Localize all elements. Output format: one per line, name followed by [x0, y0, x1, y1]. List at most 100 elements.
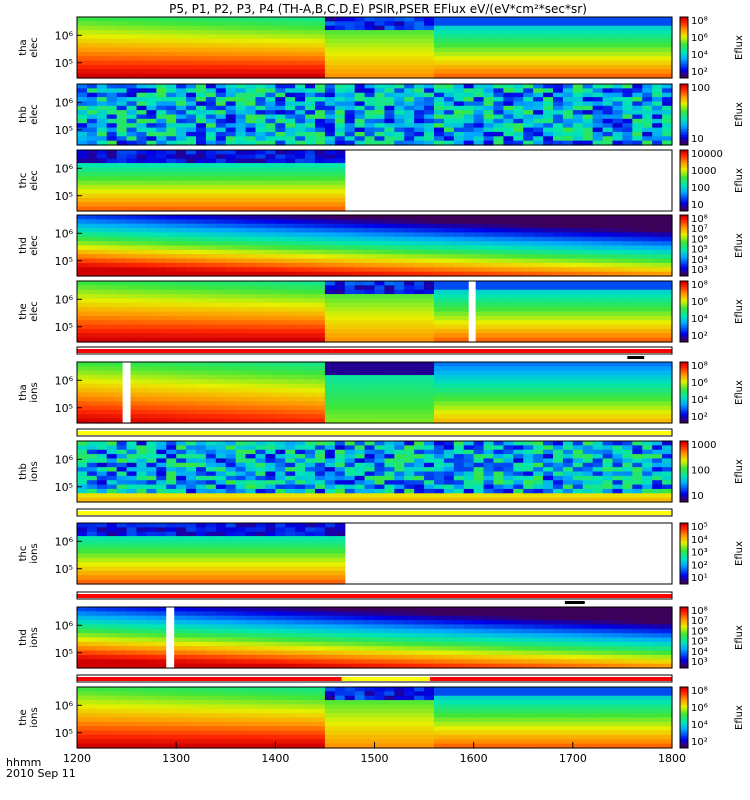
panel-thc-ions-image [77, 523, 346, 585]
x-tick-label: 1200 [63, 752, 91, 765]
panel-thc-elec: 10⁶ 10⁵ thc elec 10000 1000 100 10 Eflux [18, 149, 745, 212]
panel-thc-elec-frame [76, 149, 673, 212]
panel-tha-ions-colorbar-tick: 10² [691, 412, 708, 423]
panel-thd-ions-colorbar-tick: 10⁵ [691, 637, 708, 648]
panel-thc-elec-colorbar-tick: 1000 [691, 166, 716, 177]
panel-tha-ions-ytick-label: 10⁵ [55, 402, 73, 415]
panel-thd-elec-colorbar-tick: 10⁴ [691, 255, 708, 266]
panel-thb-elec-colorbar-label: Eflux [734, 102, 745, 127]
panel-the-ions-colorbar-frame [679, 686, 689, 749]
panel-the-ions-colorbar-tick: 10⁶ [691, 703, 708, 714]
panel-thd-ions-ylabel-1: thd [18, 629, 29, 646]
panel-thb-ions: 10⁶ 10⁵ thb ions 1000 100 10 Eflux [18, 440, 745, 503]
panel-thc-elec-colorbar: 10000 1000 100 10 Eflux [679, 149, 745, 212]
panel-thd-elec-colorbar-tick: 10⁵ [691, 245, 708, 256]
panel-thc-elec-colorbar-tick: 100 [691, 183, 710, 194]
panel-thb-ions-colorbar: 1000 100 10 Eflux [679, 440, 745, 503]
panel-the-elec-frame [76, 280, 673, 343]
panel-tha-elec-ytick-label: 10⁶ [55, 29, 74, 42]
panel-thd-ions-colorbar-tick: 10³ [691, 657, 708, 668]
panel-thc-elec-ytick-label: 10⁵ [55, 190, 73, 203]
panel-thb-ions-colorbar-frame [679, 440, 689, 503]
panel-the-elec-colorbar: 10⁸ 10⁶ 10⁴ 10² Eflux [679, 280, 745, 343]
panel-thc-elec-ylabel-2: elec [29, 170, 40, 191]
status-bar-segment [341, 677, 431, 681]
panel-thb-ions-ytick-label: 10⁶ [55, 453, 74, 466]
panel-tha-ions: 10⁶ 10⁵ tha ions 10⁸ 10⁶ 10⁴ 10² Eflux [18, 361, 745, 424]
status-bar-2 [76, 428, 673, 437]
panel-thd-elec-image [77, 215, 673, 277]
status-bar-segment [77, 349, 333, 353]
status-bar-segment [77, 677, 342, 681]
panel-thc-ions-ytick-label: 10⁵ [55, 563, 73, 576]
panel-tha-ions-colorbar: 10⁸ 10⁶ 10⁴ 10² Eflux [679, 361, 745, 424]
panel-thc-elec-colorbar-label: Eflux [734, 168, 745, 193]
panel-thd-ions-ylabel-2: ions [29, 627, 40, 647]
panel-thc-ions-colorbar-tick: 10⁵ [691, 522, 708, 533]
panel-tha-ions-image [77, 362, 673, 424]
panel-the-elec-colorbar-tick: 10⁴ [691, 314, 708, 325]
panel-tha-ions-ytick-label: 10⁶ [55, 374, 74, 387]
panel-thc-ions-ylabel-2: ions [29, 543, 40, 563]
panel-thc-elec-ylabel-1: thc [18, 173, 29, 189]
panel-thd-elec-ylabel-2: elec [29, 235, 40, 256]
panel-tha-elec-ylabel-2: elec [29, 37, 40, 58]
panel-thd-ions-data-gap [166, 607, 175, 668]
status-bar-frame [76, 428, 673, 437]
panel-the-elec-ylabel-1: the [18, 303, 29, 319]
panel-thd-elec-colorbar-frame [679, 214, 689, 277]
panel-thb-elec-image [77, 84, 673, 146]
panel-thd-ions-ytick-label: 10⁶ [55, 619, 74, 632]
panel-the-ions-colorbar-tick: 10⁴ [691, 720, 708, 731]
panel-tha-elec-colorbar-frame [679, 16, 689, 79]
panel-thb-elec-ylabel-1: thb [18, 106, 29, 123]
panel-thd-elec-ytick-label: 10⁶ [55, 227, 74, 240]
x-axis-date: 2010 Sep 11 [6, 767, 76, 780]
panel-thc-elec-colorbar-tick: 10 [691, 200, 704, 211]
panel-thd-ions-colorbar-frame [679, 606, 689, 669]
panel-thb-elec-colorbar-tick: 100 [691, 83, 710, 94]
panel-tha-ions-colorbar-label: Eflux [734, 380, 745, 405]
panel-thb-ions-colorbar-tick: 10 [691, 491, 704, 502]
chart-title: P5, P1, P2, P3, P4 (TH-A,B,C,D,E) PSIR,P… [169, 2, 587, 16]
x-axis: hhmm 2010 Sep 11 1200 1300 1400 1500 1600 170… [6, 742, 686, 780]
panel-the-ions-ylabel-1: the [18, 709, 29, 725]
panel-thc-elec-colorbar-tick: 10000 [691, 149, 723, 160]
status-bar-segment [430, 677, 672, 681]
panel-thb-ions-ytick-label: 10⁵ [55, 481, 73, 494]
status-bar-frame [76, 674, 673, 683]
panel-tha-elec-image [77, 17, 673, 79]
panel-thc-ions-colorbar-tick: 10³ [691, 548, 708, 559]
panel-thb-ions-frame [76, 440, 673, 503]
panel-the-ions-ylabel-2: ions [29, 707, 40, 727]
panel-thc-ions-colorbar-tick: 10² [691, 560, 708, 571]
panel-the-ions-image [77, 687, 673, 749]
panel-tha-elec-frame [76, 16, 673, 79]
panel-tha-elec-ytick-label: 10⁵ [55, 57, 73, 70]
panel-the-elec-data-gap [468, 281, 476, 342]
panel-the-ions-ytick-label: 10⁵ [55, 727, 73, 740]
panel-thb-elec: 10⁶ 10⁵ thb elec 100 10 Eflux [18, 83, 745, 146]
panel-thc-ions-colorbar-label: Eflux [734, 541, 745, 566]
x-tick-label: 1800 [658, 752, 686, 765]
status-bar-frame [76, 508, 673, 517]
panel-the-elec: 10⁶ 10⁵ the elec 10⁸ 10⁶ 10⁴ 10² Eflux [18, 280, 745, 343]
panel-tha-elec-colorbar-label: Eflux [734, 35, 745, 60]
status-bar-3 [76, 508, 673, 517]
panel-the-ions-ytick-label: 10⁶ [55, 699, 74, 712]
panel-thc-ions-colorbar-frame [679, 522, 689, 585]
panel-thd-elec-colorbar-tick: 10⁶ [691, 234, 708, 245]
x-tick-label: 1700 [559, 752, 587, 765]
panel-the-elec-colorbar-frame [679, 280, 689, 343]
panel-thd-ions-colorbar-tick: 10⁶ [691, 626, 708, 637]
panel-thd-elec-colorbar-tick: 10⁸ [691, 214, 708, 225]
panel-tha-ions-colorbar-frame [679, 361, 689, 424]
panel-thd-elec-colorbar-tick: 10³ [691, 265, 708, 276]
panel-thb-elec-colorbar-frame [679, 83, 689, 146]
